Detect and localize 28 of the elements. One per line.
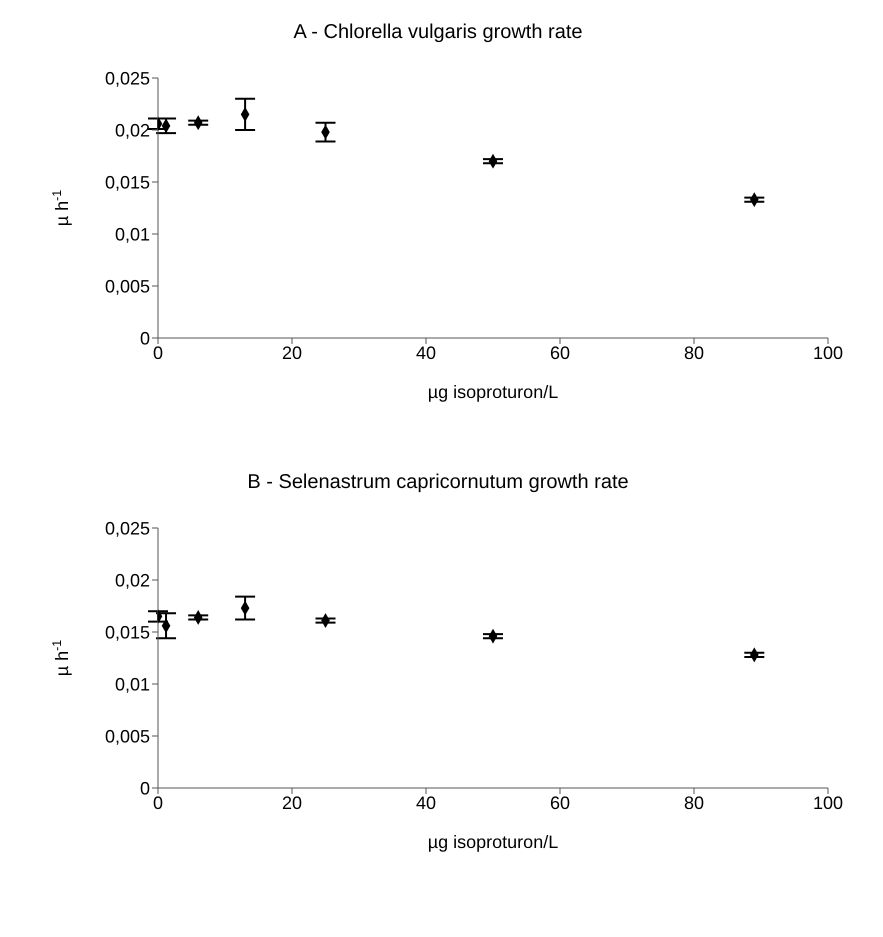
- y-tick-label: 0: [140, 328, 150, 348]
- y-tick-label: 0,02: [114, 570, 150, 590]
- y-tick-label: 0,025: [104, 518, 150, 538]
- y-tick-label: 0,01: [114, 224, 150, 244]
- x-tick-label: 0: [152, 792, 164, 813]
- y-tick-label: 0,015: [104, 172, 150, 192]
- x-tick-label: 60: [550, 342, 570, 363]
- y-tick-label: 0,015: [104, 622, 150, 642]
- y-tick-label: 0: [140, 778, 150, 798]
- y-tick-label: 0,01: [114, 674, 150, 694]
- x-tick-label: 100: [812, 342, 844, 363]
- x-tick-label: 80: [684, 342, 704, 363]
- x-tick-label: 40: [416, 792, 436, 813]
- y-tick-label: 0,005: [104, 276, 150, 296]
- chart-title: A - Chlorella vulgaris growth rate: [293, 21, 583, 43]
- y-tick-label: 0,005: [104, 726, 150, 746]
- chart-title: B - Selenastrum capricornutum growth rate: [247, 471, 629, 493]
- y-tick-label: 0,02: [114, 120, 150, 140]
- y-tick-label: 0,025: [104, 68, 150, 88]
- x-tick-label: 0: [152, 342, 164, 363]
- x-tick-label: 40: [416, 342, 436, 363]
- x-axis-title: µg isoproturon/L: [428, 382, 558, 402]
- x-tick-label: 60: [550, 792, 570, 813]
- x-tick-label: 20: [282, 342, 302, 363]
- x-tick-label: 20: [282, 792, 302, 813]
- x-tick-label: 100: [812, 792, 844, 813]
- x-axis-title: µg isoproturon/L: [428, 832, 558, 852]
- x-tick-label: 80: [684, 792, 704, 813]
